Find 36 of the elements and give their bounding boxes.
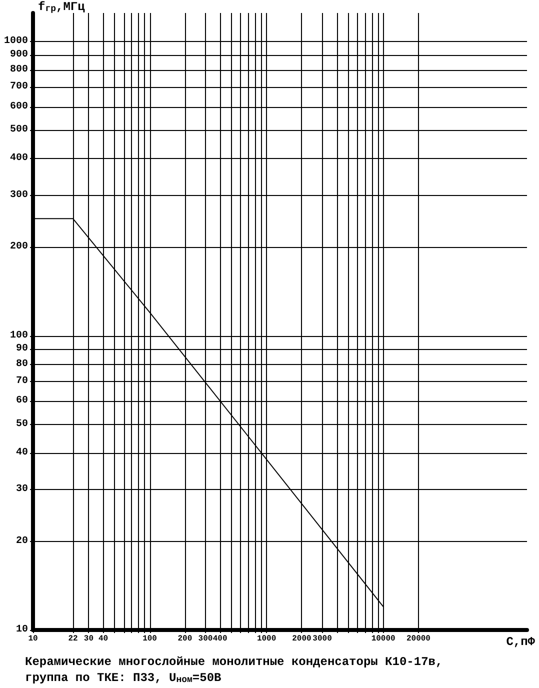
y-tick-label: 70 [16, 376, 28, 387]
x-tick-label: 10000 [371, 634, 396, 644]
x-tick-label: 22 [68, 634, 78, 644]
y-tick-label: 300 [10, 190, 28, 201]
x-tick-label: 10 [28, 634, 38, 644]
y-tick-label: 400 [10, 153, 28, 164]
y-tick-label: 1000 [4, 36, 28, 48]
x-axis-title: С,пФ [506, 635, 536, 649]
y-axis-title: fгр,МГц [38, 0, 86, 14]
y-tick-label: 200 [10, 242, 28, 253]
y-tick-label: 90 [16, 344, 28, 355]
y-tick-label: 30 [16, 484, 28, 496]
y-tick-label: 40 [16, 447, 28, 458]
x-tick-label: 2000 [292, 634, 312, 644]
y-tick-label: 20 [16, 536, 28, 547]
y-tick-label: 800 [10, 64, 28, 76]
x-tick-label: 400 [212, 634, 228, 644]
x-tick-label: 300 [198, 634, 213, 644]
y-tick-label: 700 [10, 82, 28, 93]
x-tick-label: 1000 [256, 634, 276, 644]
text: Керамические многослойные монолитные конденсаторы К10-17в, [25, 655, 443, 669]
y-tick-label: 10 [16, 624, 28, 636]
x-tick-label: 100 [142, 634, 158, 644]
y-tick-label: 600 [10, 101, 28, 112]
text: группа по ТКЕ: П33, Uном=50В [25, 671, 222, 685]
y-tick-label: 60 [16, 396, 28, 407]
y-tick-label: 80 [16, 358, 28, 370]
x-tick-label: 3000 [312, 634, 332, 644]
x-tick-label: 40 [98, 634, 108, 644]
y-tick-label: 900 [10, 49, 28, 60]
y-tick-label: 50 [16, 418, 28, 430]
y-tick-label: 500 [10, 124, 28, 136]
x-tick-label: 200 [178, 634, 192, 644]
y-tick-label: 100 [10, 330, 28, 342]
x-tick-label: 30 [84, 634, 94, 644]
x-tick-label: 20000 [406, 634, 431, 644]
